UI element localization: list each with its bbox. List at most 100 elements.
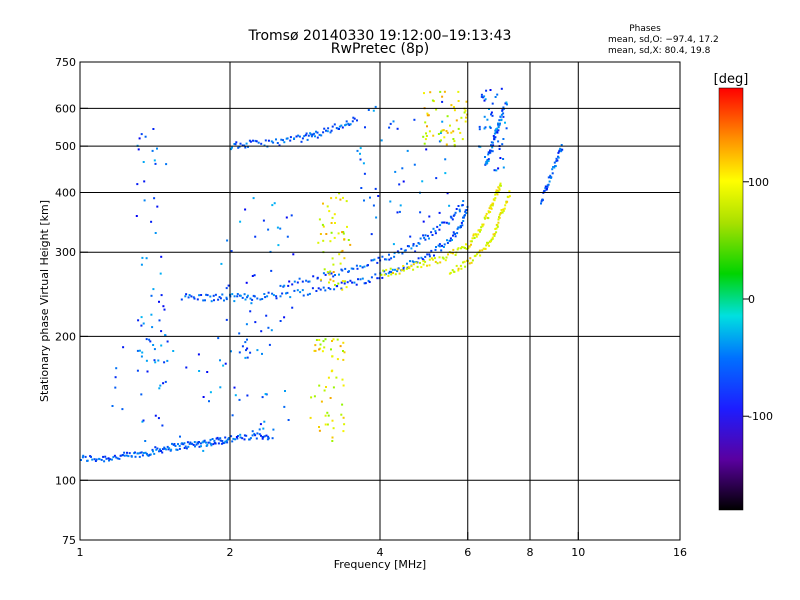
data-point — [374, 187, 377, 190]
data-point — [338, 253, 341, 256]
data-point — [321, 223, 324, 226]
data-point — [149, 453, 152, 456]
data-point — [426, 264, 428, 267]
data-point — [499, 122, 501, 125]
data-point — [420, 256, 423, 259]
data-point — [370, 233, 373, 236]
data-point — [208, 441, 211, 444]
data-point — [234, 143, 237, 146]
data-point — [335, 127, 338, 130]
data-point — [496, 131, 499, 134]
data-point — [435, 108, 438, 111]
data-point — [98, 458, 101, 461]
data-point — [126, 451, 128, 454]
data-point — [251, 430, 254, 433]
data-point — [438, 228, 441, 231]
data-point — [483, 99, 486, 102]
data-point — [254, 235, 257, 238]
data-point — [450, 251, 453, 254]
data-point — [338, 128, 340, 130]
data-point — [344, 267, 347, 270]
data-point — [153, 159, 156, 162]
data-point — [149, 340, 152, 343]
data-point — [340, 413, 343, 416]
data-point — [457, 269, 460, 272]
data-point — [336, 358, 339, 361]
data-point — [345, 200, 348, 203]
data-point — [454, 211, 457, 214]
data-point — [262, 219, 265, 222]
data-point — [476, 253, 478, 256]
data-point — [334, 274, 336, 276]
data-point — [426, 112, 429, 115]
data-point — [292, 253, 295, 256]
data-point — [335, 196, 338, 199]
data-point — [434, 232, 437, 235]
data-point — [170, 448, 173, 451]
data-point — [283, 284, 286, 287]
data-point — [145, 338, 148, 341]
data-point — [243, 434, 246, 437]
data-point — [293, 137, 296, 140]
data-point — [477, 233, 480, 236]
data-point — [114, 386, 117, 389]
data-point — [498, 187, 501, 190]
data-point — [451, 252, 454, 255]
data-point — [261, 352, 263, 355]
data-point — [138, 455, 141, 458]
data-point — [314, 349, 317, 352]
data-point — [453, 213, 456, 216]
data-point — [178, 447, 181, 450]
data-point — [396, 250, 399, 253]
data-point — [285, 292, 287, 295]
data-point — [396, 270, 399, 273]
data-point — [220, 262, 223, 265]
data-point — [425, 148, 428, 151]
data-point — [176, 448, 179, 451]
data-point — [331, 340, 333, 342]
data-point — [265, 434, 268, 437]
data-point — [214, 442, 217, 445]
data-point — [385, 258, 388, 261]
data-point — [198, 370, 201, 372]
data-point — [279, 320, 282, 322]
data-point — [381, 255, 384, 258]
data-point — [396, 211, 399, 214]
data-point — [236, 437, 239, 440]
data-point — [478, 229, 481, 232]
data-point — [393, 255, 396, 258]
data-point — [546, 187, 548, 190]
data-point — [184, 445, 187, 448]
data-point — [301, 137, 304, 140]
data-point — [384, 273, 387, 276]
data-point — [225, 298, 228, 301]
data-point — [489, 149, 491, 152]
data-point — [158, 300, 160, 303]
data-point — [159, 272, 162, 275]
data-point — [342, 358, 345, 361]
data-point — [272, 141, 275, 144]
data-point — [502, 106, 505, 109]
colorbar-label: [deg] — [714, 72, 749, 87]
data-point — [296, 289, 299, 292]
data-point — [494, 136, 497, 139]
data-point — [483, 115, 486, 118]
data-point — [125, 454, 128, 457]
data-point — [325, 129, 327, 132]
data-point — [372, 109, 375, 112]
data-point — [182, 443, 185, 446]
data-point — [412, 261, 415, 263]
data-point — [136, 183, 139, 186]
data-point — [459, 131, 462, 134]
data-point — [208, 400, 210, 403]
data-point — [409, 235, 412, 238]
data-point — [230, 435, 233, 438]
data-point — [197, 353, 200, 356]
data-point — [484, 163, 487, 166]
data-point — [193, 297, 196, 300]
data-point — [493, 138, 496, 141]
data-point — [372, 204, 375, 207]
data-point — [193, 441, 196, 443]
data-point — [161, 424, 164, 427]
data-point — [320, 134, 323, 137]
